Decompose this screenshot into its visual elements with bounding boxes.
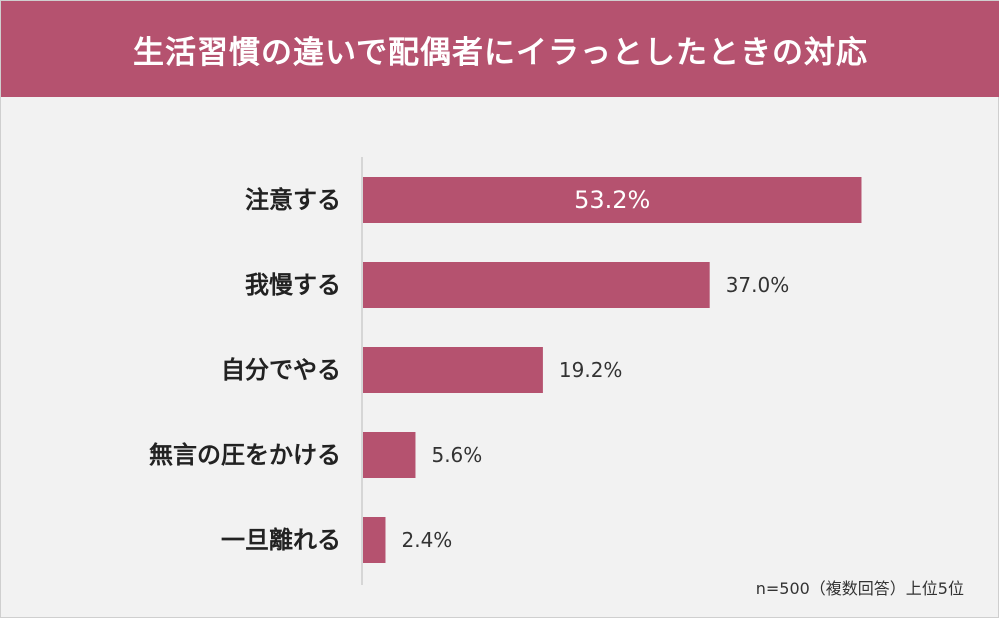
category-label: 自分でやる	[221, 356, 341, 384]
bar	[363, 432, 416, 478]
value-label: 5.6%	[431, 443, 482, 467]
value-label: 53.2%	[574, 186, 650, 214]
category-label: 一旦離れる	[221, 526, 341, 554]
value-label: 37.0%	[726, 273, 790, 297]
category-label: 無言の圧をかける	[149, 441, 341, 469]
value-label: 19.2%	[559, 358, 623, 382]
category-label: 注意する	[245, 186, 341, 214]
bar	[363, 262, 710, 308]
value-label: 2.4%	[401, 528, 452, 552]
bars-group: 注意する 53.2% 我慢する 37.0% 自分でやる 19.2% 無言の圧をかける 5.6%…	[149, 177, 862, 563]
bar	[363, 517, 386, 563]
bar	[363, 347, 543, 393]
sample-note: n=500（複数回答）上位5位	[755, 579, 964, 598]
category-label: 我慢する	[245, 271, 341, 299]
bar-chart: 注意する 53.2% 我慢する 37.0% 自分でやる 19.2% 無言の圧をかける 5.6%…	[149, 157, 862, 585]
chart-title: 生活習慣の違いで配偶者にイラっとしたときの対応	[132, 34, 869, 71]
chart-header: 生活習慣の違いで配偶者にイラっとしたときの対応	[1, 1, 999, 97]
bar	[363, 177, 862, 223]
